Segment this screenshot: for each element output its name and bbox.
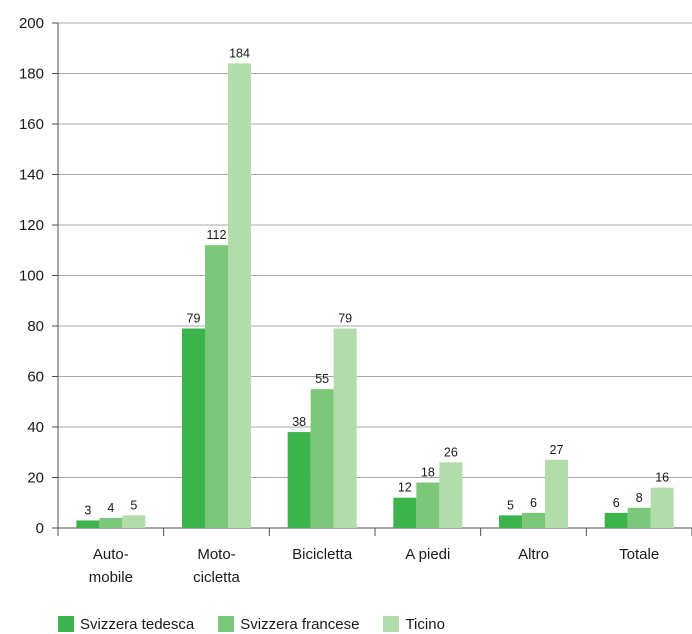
- bar: [393, 497, 417, 528]
- data-label: 112: [207, 228, 227, 242]
- bar: [99, 517, 123, 528]
- x-category-label: A piedi: [405, 546, 450, 563]
- gridlines: [58, 22, 692, 478]
- y-tick-label: 120: [19, 217, 44, 234]
- y-tick-label: 200: [19, 15, 44, 32]
- data-label: 8: [636, 491, 643, 505]
- data-label: 3: [84, 503, 91, 517]
- bar: [287, 432, 311, 528]
- data-labels: 3 4 5 79 112 184 38 55 79 12 18 26 5 6 27 6 8 16: [84, 46, 669, 517]
- data-label: 184: [229, 46, 250, 60]
- data-label: 16: [655, 471, 669, 485]
- bar: [205, 245, 228, 528]
- legend-swatch: [58, 616, 74, 632]
- legend: Svizzera tedesca Svizzera francese Ticin…: [58, 614, 469, 634]
- bar: [182, 328, 205, 528]
- bar: [604, 512, 628, 528]
- legend-label: Ticino: [405, 615, 445, 633]
- data-label: 6: [530, 496, 537, 510]
- y-tick-label: 160: [19, 116, 44, 133]
- legend-swatch: [218, 616, 235, 632]
- bar: [416, 482, 440, 528]
- x-category-label: Bicicletta: [292, 546, 353, 563]
- data-label: 5: [507, 498, 514, 512]
- bar: [522, 512, 545, 528]
- y-tick-label: 20: [27, 470, 44, 487]
- y-tick-label: 0: [36, 520, 44, 537]
- data-label: 5: [130, 498, 137, 512]
- x-category-label: Moto-: [197, 546, 235, 563]
- legend-label: Svizzera tedesca: [80, 615, 195, 633]
- bar: [650, 487, 674, 528]
- x-category-label: mobile: [89, 569, 133, 586]
- bar: [333, 328, 357, 528]
- bar: [627, 507, 651, 528]
- bar: [545, 459, 568, 528]
- legend-label: Svizzera francese: [240, 615, 360, 633]
- bar: [439, 462, 463, 528]
- data-label: 79: [338, 312, 352, 326]
- data-label: 26: [444, 445, 458, 459]
- data-label: 38: [292, 415, 306, 429]
- bar: [228, 63, 251, 529]
- x-category-label: Auto-: [93, 546, 129, 563]
- x-category-label: Totale: [619, 546, 659, 563]
- bar: [76, 520, 100, 528]
- legend-swatch: [383, 616, 400, 632]
- y-tick-label: 180: [19, 66, 44, 83]
- axes: 0 20 40 60 80 100 120 140 160 180 200 Auto-mobile Mo…: [19, 15, 692, 586]
- x-category-label: cicletta: [193, 569, 240, 586]
- data-label: 18: [421, 466, 435, 480]
- legend-item-ticino: Ticino: [383, 615, 445, 633]
- y-tick-label: 100: [19, 268, 44, 285]
- y-tick-label: 140: [19, 167, 44, 184]
- data-label: 27: [550, 443, 564, 457]
- data-label: 4: [107, 501, 114, 515]
- x-category-label: Altro: [518, 546, 549, 563]
- y-tick-label: 40: [27, 419, 44, 436]
- legend-item-svizzera-tedesca: Svizzera tedesca: [58, 616, 194, 633]
- y-tick-label: 80: [27, 318, 44, 335]
- data-label: 79: [187, 312, 201, 326]
- bar: [499, 515, 522, 528]
- data-label: 12: [398, 481, 412, 495]
- data-label: 6: [613, 496, 620, 510]
- data-label: 55: [315, 372, 329, 386]
- bar: [310, 389, 334, 528]
- legend-item-svizzera-francese: Svizzera francese: [218, 616, 359, 633]
- bars: [76, 63, 674, 529]
- y-tick-label: 60: [27, 369, 44, 386]
- bar: [122, 515, 146, 528]
